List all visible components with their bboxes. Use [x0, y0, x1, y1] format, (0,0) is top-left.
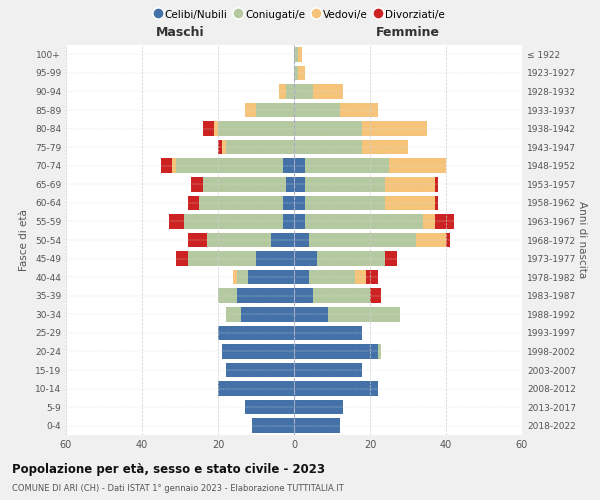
Bar: [218, 288, 237, 303]
Bar: [434, 177, 439, 192]
Bar: [313, 84, 343, 98]
Bar: [362, 140, 408, 154]
Bar: [294, 382, 377, 396]
Bar: [283, 158, 294, 173]
Bar: [256, 103, 294, 117]
Bar: [305, 196, 385, 210]
Text: Maschi: Maschi: [155, 26, 205, 40]
Bar: [283, 214, 294, 228]
Bar: [446, 233, 450, 247]
Bar: [294, 326, 362, 340]
Bar: [294, 252, 317, 266]
Bar: [370, 288, 382, 303]
Bar: [416, 233, 446, 247]
Y-axis label: Fasce di età: Fasce di età: [19, 209, 29, 271]
Bar: [294, 196, 305, 210]
Bar: [218, 326, 294, 340]
Bar: [161, 158, 172, 173]
Text: Popolazione per età, sesso e stato civile - 2023: Popolazione per età, sesso e stato civil…: [12, 462, 325, 475]
Bar: [248, 270, 294, 284]
Bar: [313, 288, 370, 303]
Bar: [203, 122, 214, 136]
Bar: [286, 177, 294, 192]
Bar: [294, 122, 362, 136]
Bar: [218, 140, 222, 154]
Bar: [226, 140, 294, 154]
Bar: [294, 233, 309, 247]
Bar: [355, 270, 366, 284]
Bar: [294, 140, 362, 154]
Bar: [184, 214, 283, 228]
Bar: [206, 233, 271, 247]
Bar: [214, 122, 218, 136]
Bar: [328, 307, 400, 322]
Bar: [309, 233, 416, 247]
Y-axis label: Anni di nascita: Anni di nascita: [577, 202, 587, 278]
Bar: [294, 363, 362, 377]
Bar: [218, 382, 294, 396]
Bar: [233, 270, 237, 284]
Legend: Celibi/Nubili, Coniugati/e, Vedovi/e, Divorziati/e: Celibi/Nubili, Coniugati/e, Vedovi/e, Di…: [151, 5, 449, 24]
Bar: [294, 84, 313, 98]
Bar: [434, 214, 454, 228]
Bar: [366, 270, 377, 284]
Bar: [305, 158, 389, 173]
Bar: [294, 270, 309, 284]
Bar: [279, 84, 286, 98]
Bar: [203, 177, 286, 192]
Bar: [226, 363, 294, 377]
Bar: [245, 400, 294, 414]
Bar: [226, 307, 241, 322]
Bar: [241, 307, 294, 322]
Bar: [176, 252, 188, 266]
Bar: [237, 288, 294, 303]
Bar: [305, 214, 423, 228]
Bar: [169, 214, 184, 228]
Bar: [294, 103, 340, 117]
Bar: [286, 84, 294, 98]
Bar: [283, 196, 294, 210]
Bar: [423, 214, 434, 228]
Bar: [245, 103, 256, 117]
Bar: [222, 344, 294, 358]
Text: COMUNE DI ARI (CH) - Dati ISTAT 1° gennaio 2023 - Elaborazione TUTTITALIA.IT: COMUNE DI ARI (CH) - Dati ISTAT 1° genna…: [12, 484, 344, 493]
Bar: [294, 307, 328, 322]
Bar: [222, 140, 226, 154]
Bar: [294, 214, 305, 228]
Bar: [176, 158, 283, 173]
Bar: [340, 103, 377, 117]
Bar: [389, 158, 446, 173]
Bar: [256, 252, 294, 266]
Bar: [317, 252, 385, 266]
Bar: [294, 400, 343, 414]
Bar: [218, 122, 294, 136]
Bar: [362, 122, 427, 136]
Bar: [271, 233, 294, 247]
Bar: [252, 418, 294, 433]
Bar: [191, 177, 203, 192]
Bar: [294, 158, 305, 173]
Bar: [188, 233, 206, 247]
Bar: [237, 270, 248, 284]
Bar: [188, 196, 199, 210]
Bar: [172, 158, 176, 173]
Bar: [294, 418, 340, 433]
Bar: [298, 66, 305, 80]
Bar: [294, 47, 298, 62]
Bar: [385, 252, 397, 266]
Bar: [298, 47, 302, 62]
Bar: [385, 196, 434, 210]
Bar: [294, 66, 298, 80]
Bar: [294, 177, 305, 192]
Bar: [305, 177, 385, 192]
Bar: [294, 344, 377, 358]
Bar: [188, 252, 256, 266]
Bar: [309, 270, 355, 284]
Text: Femmine: Femmine: [376, 26, 440, 40]
Bar: [294, 288, 313, 303]
Bar: [434, 196, 439, 210]
Bar: [199, 196, 283, 210]
Bar: [385, 177, 434, 192]
Bar: [377, 344, 382, 358]
